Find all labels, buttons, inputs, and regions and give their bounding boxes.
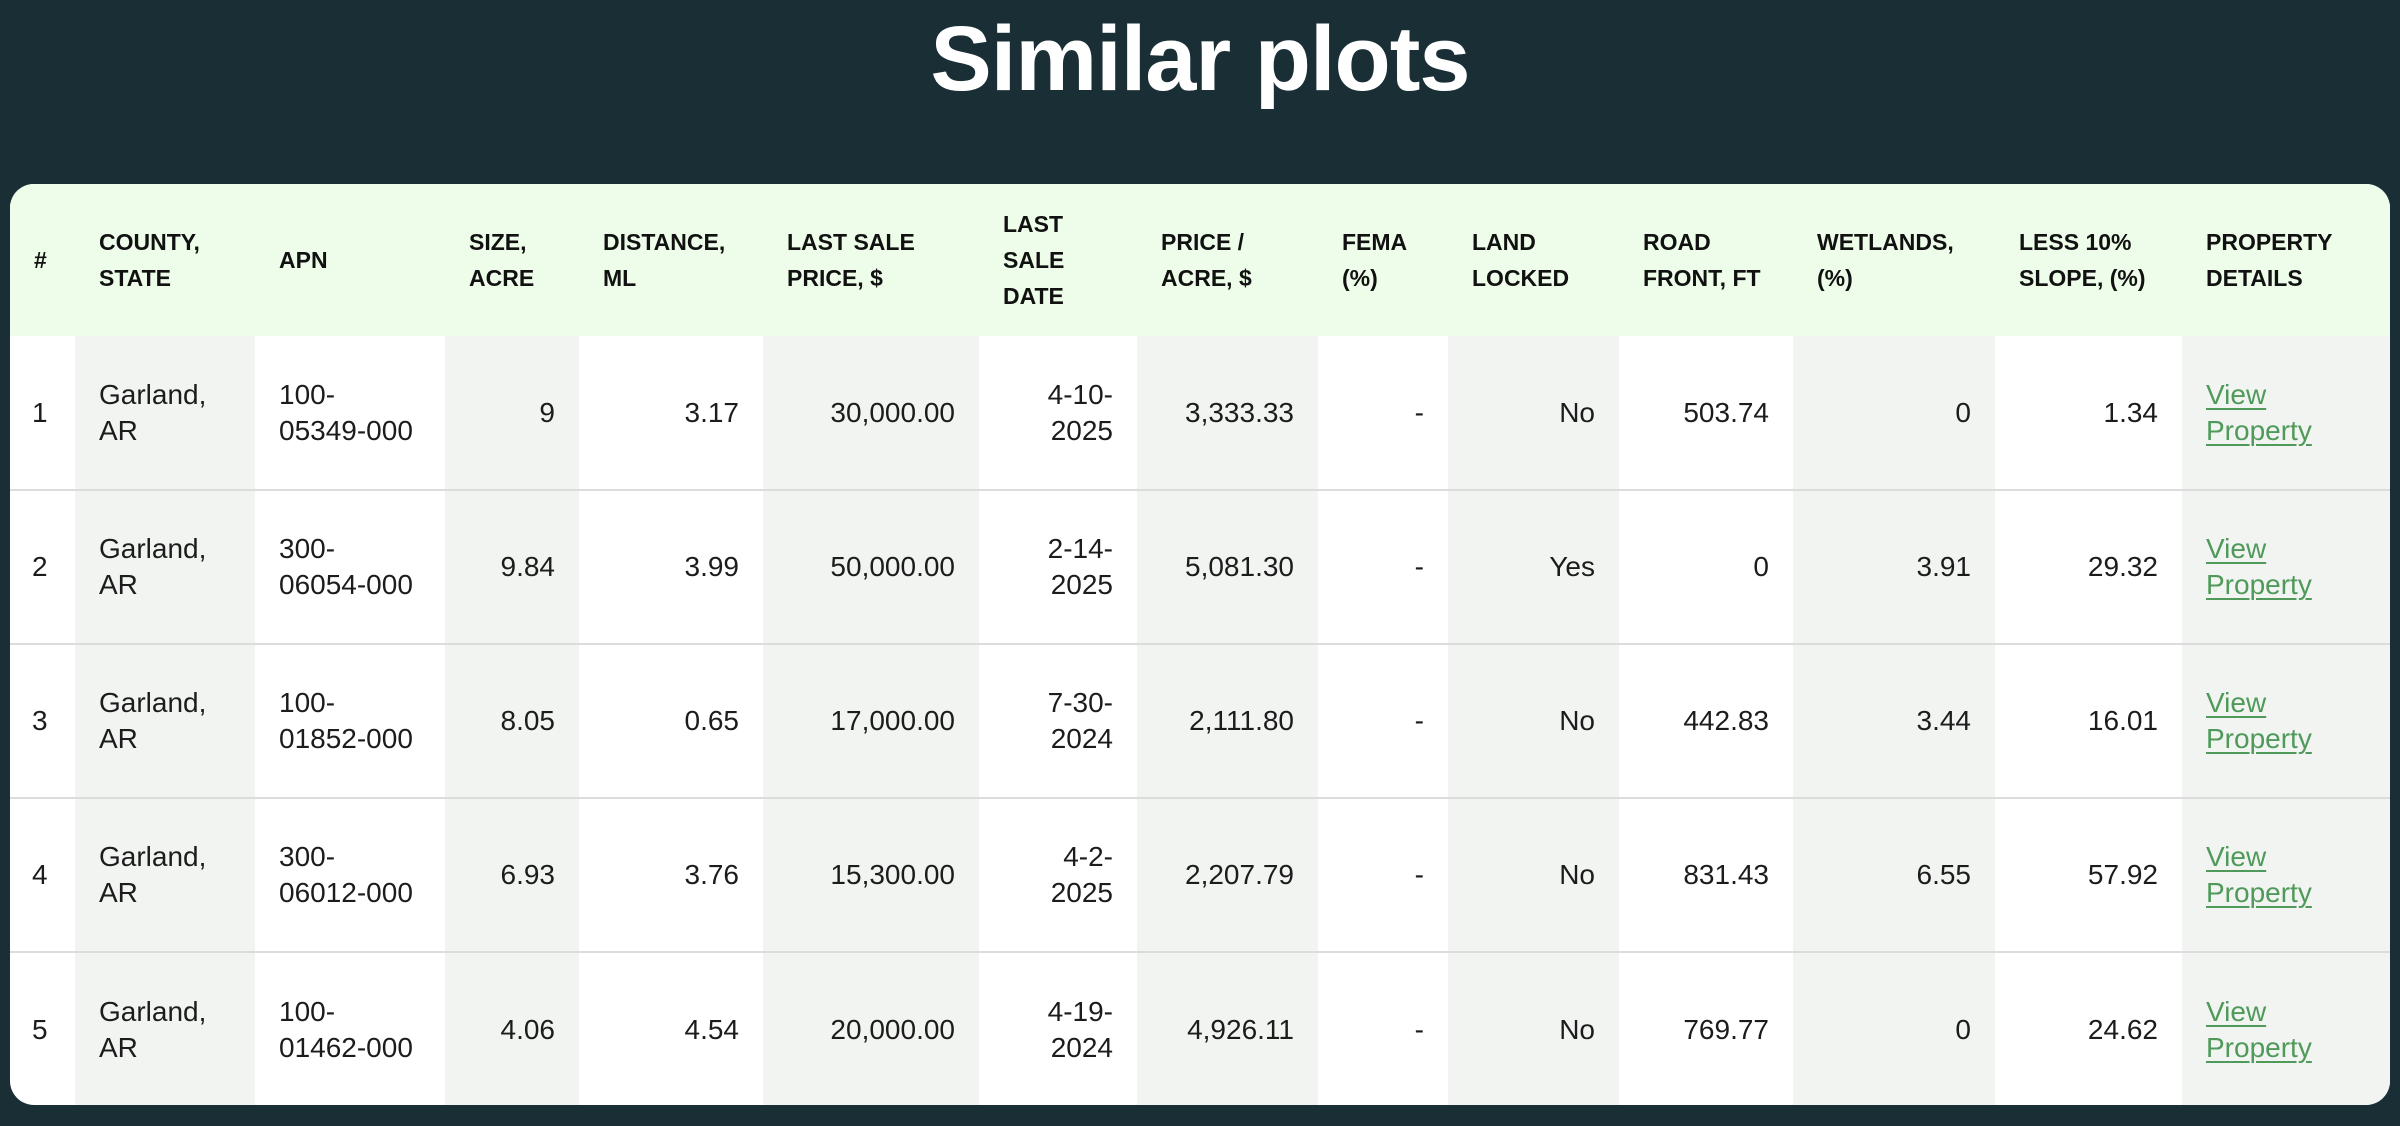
county-state-cell: Garland, AR (75, 489, 255, 644)
road-front-cell: 831.43 (1619, 797, 1793, 952)
property-details-cell: View Property (2182, 951, 2390, 1105)
slope-cell: 16.01 (1995, 643, 2182, 798)
land-locked-cell: No (1448, 336, 1619, 490)
similar-plots-table-card: # COUNTY, STATE APN SIZE, ACRE DISTANCE,… (10, 184, 2390, 1105)
page-title: Similar plots (930, 8, 1470, 110)
land-locked-cell: No (1448, 951, 1619, 1105)
view-property-link[interactable]: View Property (2206, 995, 2312, 1063)
view-property-link[interactable]: View Property (2206, 378, 2312, 446)
price-per-acre-cell: 3,333.33 (1137, 336, 1318, 490)
size-cell: 9.84 (445, 489, 579, 644)
apn-cell: 100-01462-000 (255, 951, 445, 1105)
price-per-acre-cell: 2,111.80 (1137, 643, 1318, 798)
slope-cell: 57.92 (1995, 797, 2182, 952)
distance-cell: 4.54 (579, 951, 763, 1105)
last-sale-price-cell: 15,300.00 (763, 797, 979, 952)
row-number: 2 (10, 489, 75, 644)
column-header-land-locked: LAND LOCKED (1448, 184, 1619, 336)
property-details-cell: View Property (2182, 797, 2390, 952)
road-front-cell: 0 (1619, 489, 1793, 644)
wetlands-cell: 3.91 (1793, 489, 1995, 644)
table-header-row: # COUNTY, STATE APN SIZE, ACRE DISTANCE,… (10, 184, 2390, 336)
column-header-wetlands: WETLANDS, (%) (1793, 184, 1995, 336)
column-header-last-sale-price: LAST SALE PRICE, $ (763, 184, 979, 336)
column-header-size: SIZE, ACRE (445, 184, 579, 336)
county-state-cell: Garland, AR (75, 643, 255, 798)
slope-cell: 1.34 (2103, 396, 2159, 428)
column-header-price-per-acre: PRICE / ACRE, $ (1137, 184, 1318, 336)
column-header-number: # (10, 184, 75, 336)
row-number: 1 (32, 396, 48, 428)
property-details-cell: View Property (2182, 336, 2390, 490)
last-sale-price-cell: 20,000.00 (763, 951, 979, 1105)
size-cell: 6.93 (445, 797, 579, 952)
column-header-property-details: PROPERTY DETAILS (2182, 184, 2390, 336)
road-front-cell: 769.77 (1619, 951, 1793, 1105)
last-sale-price-cell: 17,000.00 (763, 643, 979, 798)
apn-cell: 300-06054-000 (255, 489, 445, 644)
similar-plots-table: # COUNTY, STATE APN SIZE, ACRE DISTANCE,… (10, 184, 2390, 1105)
slope-cell: 24.62 (1995, 951, 2182, 1105)
price-per-acre-cell: 5,081.30 (1137, 489, 1318, 644)
land-locked-cell: No (1448, 643, 1619, 798)
wetlands-cell: 6.55 (1793, 797, 1995, 952)
land-locked-cell: Yes (1448, 489, 1619, 644)
row-number: 4 (10, 797, 75, 952)
column-header-county-state: COUNTY, STATE (75, 184, 255, 336)
size-cell: 8.05 (445, 643, 579, 798)
column-header-road-front: ROAD FRONT, FT (1619, 184, 1793, 336)
price-per-acre-cell: 2,207.79 (1137, 797, 1318, 952)
last-sale-price-cell: 30,000.00 (763, 336, 979, 490)
table-row: 4 Garland, AR 300-06012-000 6.93 3.76 15… (10, 797, 2390, 952)
road-front-cell: 442.83 (1619, 643, 1793, 798)
county-state-cell: Garland, AR (75, 797, 255, 952)
fema-cell: - (1318, 797, 1448, 952)
wetlands-cell: 0 (1793, 951, 1995, 1105)
view-property-link[interactable]: View Property (2206, 533, 2312, 600)
wetlands-cell: 0 (1793, 336, 1995, 490)
property-details-cell: View Property (2182, 643, 2390, 798)
fema-cell: - (1414, 396, 1424, 428)
price-per-acre-cell: 4,926.11 (1137, 951, 1318, 1105)
column-header-slope: LESS 10% SLOPE, (%) (1995, 184, 2182, 336)
distance-cell: 3.17 (684, 396, 740, 428)
land-locked-cell: No (1448, 797, 1619, 952)
table-row: 5 Garland, AR 100-01462-000 4.06 4.54 20… (10, 951, 2390, 1105)
apn-cell: 100-05349-000 (279, 378, 413, 446)
column-header-last-sale-date: LAST SALE DATE (979, 184, 1137, 336)
last-sale-date-cell: 4-10-2025 (1047, 378, 1113, 446)
view-property-link[interactable]: View Property (2206, 841, 2312, 908)
last-sale-date-cell: 2-14-2025 (979, 489, 1137, 644)
view-property-link[interactable]: View Property (2206, 687, 2312, 754)
distance-cell: 0.65 (579, 643, 763, 798)
road-front-cell: 503.74 (1683, 396, 1769, 428)
fema-cell: - (1318, 489, 1448, 644)
apn-cell: 300-06012-000 (255, 797, 445, 952)
wetlands-cell: 3.44 (1793, 643, 1995, 798)
row-number: 5 (10, 951, 75, 1105)
fema-cell: - (1318, 951, 1448, 1105)
county-state-cell: Garland, AR (75, 336, 255, 490)
distance-cell: 3.76 (579, 797, 763, 952)
fema-cell: - (1318, 643, 1448, 798)
column-header-apn: APN (255, 184, 445, 336)
apn-cell: 100-01852-000 (255, 643, 445, 798)
table-row: 1 Garland, AR 100-05349-000 9 3.17 30,00… (10, 336, 2390, 490)
last-sale-date-cell: 4-2-2025 (979, 797, 1137, 952)
table-row: 3 Garland, AR 100-01852-000 8.05 0.65 17… (10, 643, 2390, 798)
last-sale-date-cell: 7-30-2024 (979, 643, 1137, 798)
slope-cell: 29.32 (1995, 489, 2182, 644)
row-number: 3 (10, 643, 75, 798)
distance-cell: 3.99 (579, 489, 763, 644)
size-cell: 4.06 (445, 951, 579, 1105)
last-sale-price-cell: 50,000.00 (763, 489, 979, 644)
property-details-cell: View Property (2182, 489, 2390, 644)
size-cell: 9 (445, 336, 579, 490)
last-sale-date-cell: 4-19-2024 (979, 951, 1137, 1105)
table-row: 2 Garland, AR 300-06054-000 9.84 3.99 50… (10, 489, 2390, 644)
column-header-fema: FEMA (%) (1318, 184, 1448, 336)
column-header-distance: DISTANCE, ML (579, 184, 763, 336)
county-state-cell: Garland, AR (75, 951, 255, 1105)
